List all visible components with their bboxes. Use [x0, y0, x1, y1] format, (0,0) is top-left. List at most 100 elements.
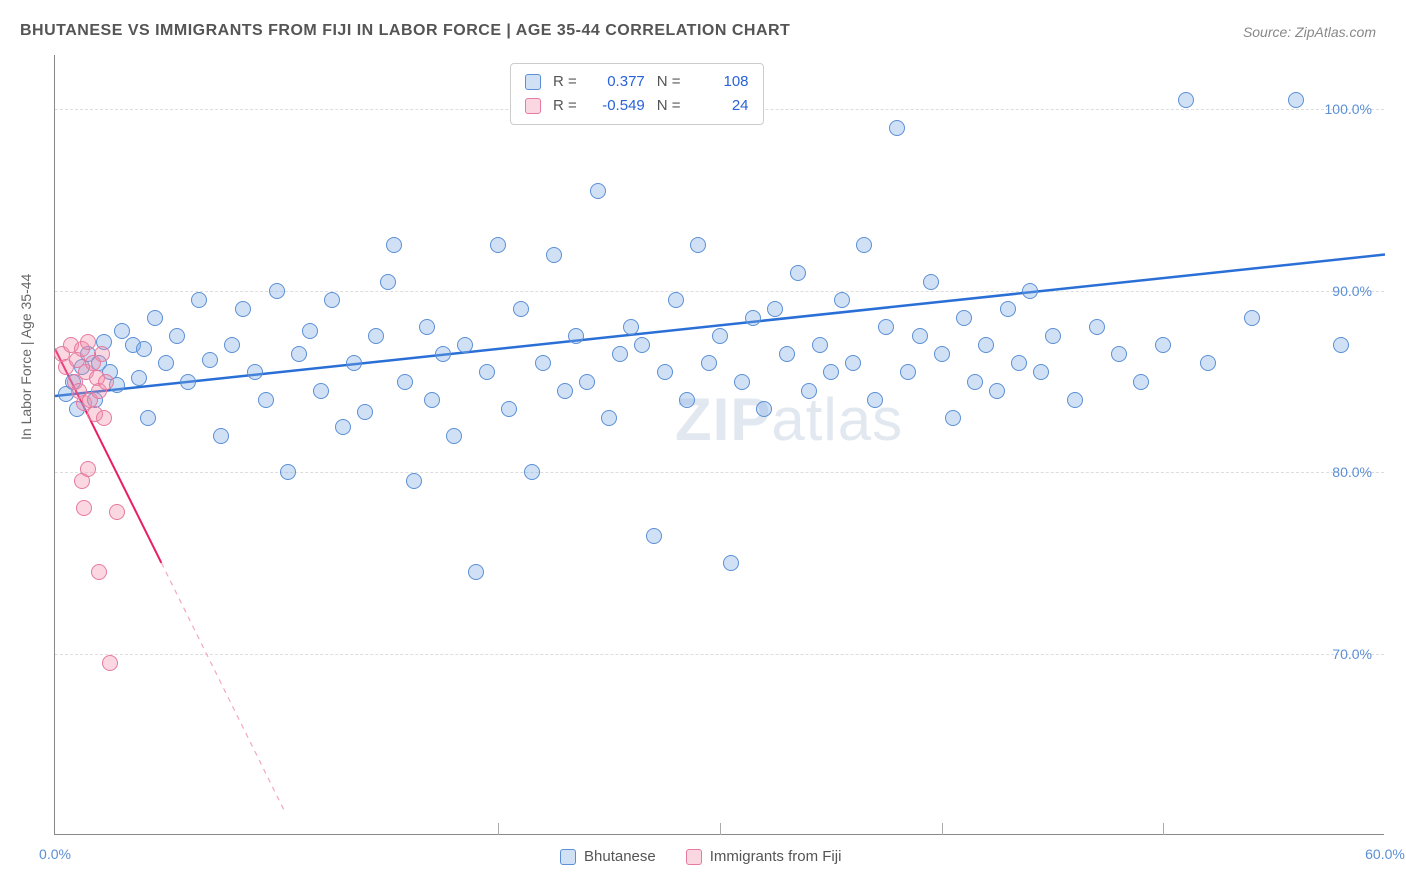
- data-point: [1045, 328, 1061, 344]
- legend-swatch: [560, 849, 576, 865]
- data-point: [779, 346, 795, 362]
- data-point: [978, 337, 994, 353]
- stat-n-value: 24: [693, 94, 749, 118]
- data-point: [468, 564, 484, 580]
- gridline-vertical: [1163, 823, 1164, 835]
- data-point: [712, 328, 728, 344]
- stat-r-label: R =: [553, 94, 577, 118]
- stat-n-value: 108: [693, 70, 749, 94]
- legend-label: Immigrants from Fiji: [710, 848, 842, 865]
- data-point: [734, 374, 750, 390]
- data-point: [1244, 310, 1260, 326]
- data-point: [419, 319, 435, 335]
- data-point: [856, 237, 872, 253]
- data-point: [368, 328, 384, 344]
- data-point: [690, 237, 706, 253]
- data-point: [668, 292, 684, 308]
- chart-title: BHUTANESE VS IMMIGRANTS FROM FIJI IN LAB…: [20, 22, 790, 40]
- legend-swatch: [525, 98, 541, 114]
- data-point: [346, 355, 362, 371]
- data-point: [834, 292, 850, 308]
- gridline-vertical: [720, 823, 721, 835]
- data-point: [579, 374, 595, 390]
- data-point: [158, 355, 174, 371]
- data-point: [258, 392, 274, 408]
- y-tick-label: 70.0%: [1332, 646, 1372, 662]
- gridline-vertical: [942, 823, 943, 835]
- data-point: [767, 301, 783, 317]
- legend-item: Immigrants from Fiji: [686, 848, 842, 865]
- stat-legend-row: R =0.377N =108: [525, 70, 749, 94]
- data-point: [900, 364, 916, 380]
- data-point: [956, 310, 972, 326]
- data-point: [80, 334, 96, 350]
- data-point: [147, 310, 163, 326]
- data-point: [235, 301, 251, 317]
- source-attribution: Source: ZipAtlas.com: [1243, 24, 1376, 40]
- y-tick-label: 100.0%: [1325, 101, 1372, 117]
- data-point: [646, 528, 662, 544]
- data-point: [191, 292, 207, 308]
- data-point: [513, 301, 529, 317]
- stat-legend-row: R = -0.549 N = 24: [525, 94, 749, 118]
- data-point: [386, 237, 402, 253]
- data-point: [406, 473, 422, 489]
- data-point: [823, 364, 839, 380]
- data-point: [380, 274, 396, 290]
- data-point: [889, 120, 905, 136]
- data-point: [479, 364, 495, 380]
- data-point: [94, 346, 110, 362]
- data-point: [490, 237, 506, 253]
- x-tick-label: 0.0%: [39, 846, 71, 862]
- data-point: [291, 346, 307, 362]
- data-point: [1022, 283, 1038, 299]
- trend-lines: [55, 55, 1385, 835]
- data-point: [96, 410, 112, 426]
- data-point: [313, 383, 329, 399]
- stat-r-label: R =: [553, 70, 577, 94]
- gridline-horizontal: [55, 654, 1384, 655]
- scatter-chart: ZIPatlas 70.0%80.0%90.0%100.0%0.0%60.0%: [54, 55, 1384, 835]
- data-point: [102, 655, 118, 671]
- data-point: [812, 337, 828, 353]
- data-point: [557, 383, 573, 399]
- data-point: [424, 392, 440, 408]
- data-point: [923, 274, 939, 290]
- data-point: [109, 504, 125, 520]
- data-point: [790, 265, 806, 281]
- data-point: [657, 364, 673, 380]
- y-axis-label: In Labor Force | Age 35-44: [18, 274, 34, 440]
- data-point: [934, 346, 950, 362]
- data-point: [701, 355, 717, 371]
- data-point: [180, 374, 196, 390]
- gridline-vertical: [498, 823, 499, 835]
- stat-n-label: N =: [657, 94, 681, 118]
- data-point: [1067, 392, 1083, 408]
- data-point: [1200, 355, 1216, 371]
- data-point: [131, 370, 147, 386]
- data-point: [590, 183, 606, 199]
- data-point: [967, 374, 983, 390]
- legend-swatch: [686, 849, 702, 865]
- data-point: [1011, 355, 1027, 371]
- data-point: [91, 564, 107, 580]
- data-point: [280, 464, 296, 480]
- data-point: [269, 283, 285, 299]
- data-point: [114, 323, 130, 339]
- correlation-stats-legend: R =0.377N =108R = -0.549 N = 24: [510, 63, 764, 125]
- watermark-light: atlas: [771, 386, 903, 453]
- data-point: [1111, 346, 1127, 362]
- data-point: [867, 392, 883, 408]
- data-point: [723, 555, 739, 571]
- data-point: [912, 328, 928, 344]
- data-point: [845, 355, 861, 371]
- stat-r-value: -0.549: [589, 94, 645, 118]
- x-tick-label: 60.0%: [1365, 846, 1405, 862]
- data-point: [169, 328, 185, 344]
- gridline-horizontal: [55, 472, 1384, 473]
- data-point: [945, 410, 961, 426]
- data-point: [679, 392, 695, 408]
- data-point: [989, 383, 1005, 399]
- y-tick-label: 80.0%: [1332, 464, 1372, 480]
- data-point: [397, 374, 413, 390]
